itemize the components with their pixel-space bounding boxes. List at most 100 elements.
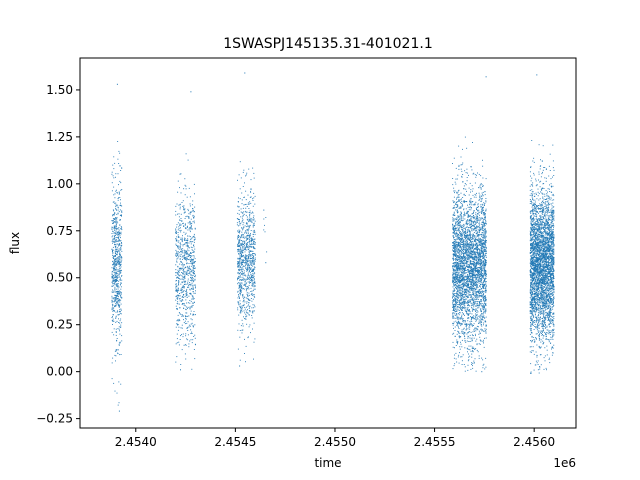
- data-point: [115, 334, 117, 336]
- data-point: [115, 296, 117, 298]
- data-point: [249, 244, 251, 246]
- data-point: [237, 297, 239, 299]
- data-point: [459, 257, 460, 259]
- data-point: [463, 302, 465, 303]
- data-point: [243, 272, 245, 274]
- data-point: [476, 244, 478, 246]
- data-point: [464, 284, 466, 286]
- data-point: [194, 267, 196, 269]
- data-point: [115, 255, 116, 256]
- data-point: [118, 184, 119, 186]
- data-point: [485, 208, 487, 210]
- data-point: [461, 303, 463, 305]
- data-point: [242, 237, 244, 239]
- data-point: [238, 266, 240, 268]
- data-point: [458, 234, 459, 236]
- data-point: [181, 289, 183, 291]
- data-point: [248, 249, 250, 250]
- data-point: [459, 239, 461, 241]
- data-point: [111, 171, 113, 173]
- data-point: [112, 261, 113, 263]
- data-point: [469, 255, 471, 257]
- data-point: [478, 355, 480, 357]
- data-point: [479, 232, 480, 234]
- data-point: [467, 328, 469, 330]
- data-point: [116, 392, 118, 394]
- data-point: [461, 286, 463, 288]
- data-point: [191, 305, 193, 307]
- data-point: [239, 223, 241, 225]
- data-point: [244, 278, 246, 280]
- data-point: [243, 222, 245, 224]
- data-point: [468, 220, 470, 221]
- data-point: [238, 272, 240, 274]
- data-point: [251, 264, 253, 266]
- data-point: [244, 283, 246, 285]
- data-point: [246, 172, 248, 174]
- data-point: [253, 279, 255, 281]
- data-point: [483, 324, 484, 326]
- data-point: [116, 278, 118, 280]
- data-point: [111, 297, 113, 299]
- data-point: [193, 241, 195, 243]
- data-point: [237, 283, 239, 285]
- data-point: [250, 196, 252, 198]
- data-point: [185, 290, 187, 292]
- data-point: [461, 282, 463, 284]
- data-point: [253, 282, 255, 284]
- data-point: [462, 282, 464, 284]
- data-point: [182, 223, 184, 225]
- data-point: [480, 211, 482, 213]
- data-point: [183, 206, 185, 208]
- data-point: [116, 285, 118, 287]
- data-point: [476, 264, 478, 266]
- data-point: [458, 336, 460, 337]
- data-point: [248, 278, 250, 279]
- data-point: [114, 305, 116, 307]
- data-point: [250, 278, 252, 279]
- data-point: [457, 276, 459, 278]
- data-point: [249, 235, 251, 237]
- data-point: [177, 276, 179, 278]
- data-point: [458, 166, 460, 167]
- data-point: [473, 284, 475, 286]
- data-point: [461, 261, 463, 263]
- data-point: [463, 260, 465, 262]
- data-point: [245, 257, 247, 259]
- data-point: [484, 265, 486, 267]
- data-point: [241, 259, 243, 261]
- data-point: [466, 312, 468, 314]
- data-point: [111, 295, 113, 297]
- data-point: [193, 272, 195, 274]
- data-point: [119, 165, 121, 167]
- data-point: [482, 341, 484, 343]
- data-point: [464, 273, 466, 275]
- data-point: [458, 253, 460, 255]
- data-point: [470, 263, 472, 265]
- data-point: [192, 284, 194, 286]
- data-point: [476, 283, 477, 285]
- data-point: [471, 272, 473, 274]
- data-point: [458, 294, 460, 296]
- data-point: [455, 345, 457, 346]
- data-point: [193, 292, 195, 294]
- data-point: [193, 314, 195, 316]
- data-point: [184, 233, 186, 235]
- data-point: [239, 303, 241, 305]
- data-point: [121, 211, 123, 213]
- data-point: [179, 219, 181, 221]
- data-point: [115, 300, 117, 302]
- data-point: [247, 278, 249, 280]
- data-point: [483, 307, 485, 309]
- data-point: [180, 251, 182, 253]
- data-point: [453, 284, 455, 286]
- data-point: [239, 252, 241, 254]
- data-point: [462, 219, 464, 221]
- data-point: [462, 162, 464, 164]
- data-point: [177, 180, 179, 182]
- data-point: [484, 281, 486, 283]
- data-point: [464, 336, 466, 338]
- data-point: [479, 237, 481, 239]
- data-point: [181, 239, 183, 241]
- data-point: [241, 261, 243, 263]
